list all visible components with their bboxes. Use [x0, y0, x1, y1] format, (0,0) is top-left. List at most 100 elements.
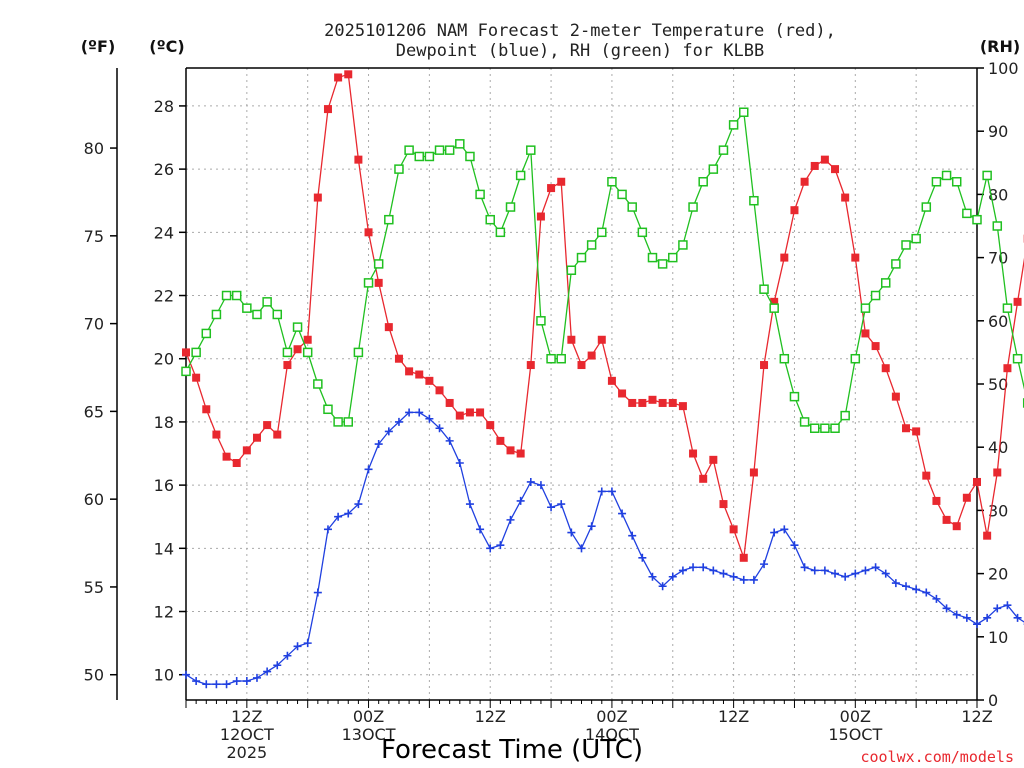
- rh-point: [201, 328, 212, 339]
- rh-point: [181, 366, 191, 377]
- temperature-point: [770, 297, 779, 306]
- dewpoint-point: [780, 525, 789, 534]
- fahrenheit-tick-label: 75: [84, 227, 104, 246]
- temperature-point: [273, 430, 282, 439]
- x-tick-label: 00Z: [840, 707, 871, 726]
- temperature-point: [232, 459, 241, 467]
- rh-point: [850, 353, 861, 364]
- x-tick-label: 00Z: [353, 707, 384, 726]
- dewpoint-point: [293, 642, 302, 651]
- dewpoint-point: [993, 604, 1002, 613]
- rh-point: [424, 151, 435, 162]
- dewpoint-point: [607, 487, 616, 496]
- dewpoint-point: [942, 604, 951, 613]
- x-tick-label: 2025: [226, 743, 267, 762]
- dewpoint-point: [415, 408, 424, 417]
- temperature-point: [526, 361, 535, 370]
- rh-point: [394, 164, 404, 174]
- rh-point: [444, 145, 455, 155]
- fahrenheit-tick-label: 50: [84, 666, 104, 685]
- x-tick-label: 13OCT: [342, 725, 396, 744]
- rh-point: [211, 309, 222, 320]
- rh-tick-label: 10: [988, 628, 1008, 647]
- temperature-point: [820, 155, 829, 164]
- rh-tick-label: 60: [988, 312, 1008, 331]
- rh-point: [404, 145, 414, 155]
- temperature-point: [729, 525, 738, 534]
- temperature-point: [344, 70, 353, 79]
- dewpoint-point: [374, 440, 383, 449]
- rh-point: [992, 221, 1003, 231]
- dewpoint-point: [709, 566, 718, 575]
- rh-point: [536, 316, 546, 326]
- dewpoint-point: [719, 569, 728, 578]
- rh-point: [830, 423, 840, 433]
- temperature-point: [618, 389, 627, 398]
- rh-point: [566, 265, 577, 275]
- rh-point: [313, 379, 323, 389]
- dewpoint-point: [790, 541, 799, 550]
- rh-point: [1002, 303, 1013, 313]
- x-axis-label: Forecast Time (UTC): [381, 735, 643, 765]
- rh-point: [333, 417, 343, 427]
- dewpoint-point: [425, 414, 434, 423]
- temperature-point: [293, 345, 302, 354]
- rh-point: [759, 284, 769, 294]
- x-tick-label: 14OCT: [585, 725, 639, 744]
- dewpoint-point: [973, 620, 981, 629]
- temperature-point: [405, 367, 414, 376]
- rh-point: [901, 240, 911, 250]
- dewpoint-point: [699, 563, 708, 572]
- fahrenheit-tick-label: 60: [84, 490, 104, 509]
- rh-point: [840, 410, 850, 421]
- chart-title-line1: 2025101206 NAM Forecast 2-meter Temperat…: [324, 21, 836, 41]
- rh-point: [302, 347, 313, 358]
- series-layer: [181, 70, 1024, 689]
- rh-tick-label: 50: [988, 375, 1008, 394]
- dewpoint-point: [668, 572, 677, 581]
- dewpoint-point: [800, 563, 809, 572]
- temperature-point: [810, 161, 819, 170]
- rh-point: [272, 309, 283, 320]
- rh-point: [292, 322, 303, 332]
- temperature-point: [1013, 297, 1022, 306]
- dewpoint-point: [192, 677, 201, 686]
- rh-point: [982, 170, 992, 181]
- temperature-point: [699, 474, 708, 483]
- x-tick-label: 12Z: [961, 707, 992, 726]
- dewpoint-point: [303, 639, 312, 648]
- rh-point: [607, 177, 617, 187]
- dewpoint-point: [638, 553, 647, 562]
- dewpoint-point: [476, 525, 485, 534]
- rh-point: [972, 214, 982, 225]
- dewpoint-point: [739, 575, 748, 584]
- rh-point: [637, 227, 648, 238]
- rh-point: [779, 353, 790, 364]
- temperature-point: [557, 177, 566, 186]
- temperature-point: [942, 515, 951, 524]
- dewpoint-point: [760, 560, 769, 569]
- dewpoint-point: [1013, 613, 1022, 622]
- temperature-point: [374, 278, 383, 287]
- dewpoint-point: [334, 512, 343, 521]
- x-tick-label: 00Z: [596, 707, 627, 726]
- temperature-point: [983, 531, 992, 540]
- rh-point: [799, 417, 810, 427]
- chart-title-line2: Dewpoint (blue), RH (green) for KLBB: [396, 41, 764, 61]
- rh-point: [749, 195, 759, 206]
- dewpoint-point: [648, 572, 657, 581]
- rh-tick-label: 80: [988, 185, 1008, 204]
- temperature-point: [749, 468, 758, 477]
- rh-point: [343, 417, 354, 427]
- dewpoint-point: [952, 610, 961, 619]
- rh-point: [414, 151, 424, 162]
- celsius-tick-label: 28: [154, 97, 174, 116]
- temperature-point: [962, 493, 971, 502]
- rh-point: [434, 145, 445, 155]
- dewpoint-point: [628, 531, 637, 540]
- rh-point: [820, 423, 830, 433]
- temperature-point: [1003, 364, 1012, 373]
- temperature-point: [638, 398, 647, 407]
- temperature-point: [760, 361, 769, 370]
